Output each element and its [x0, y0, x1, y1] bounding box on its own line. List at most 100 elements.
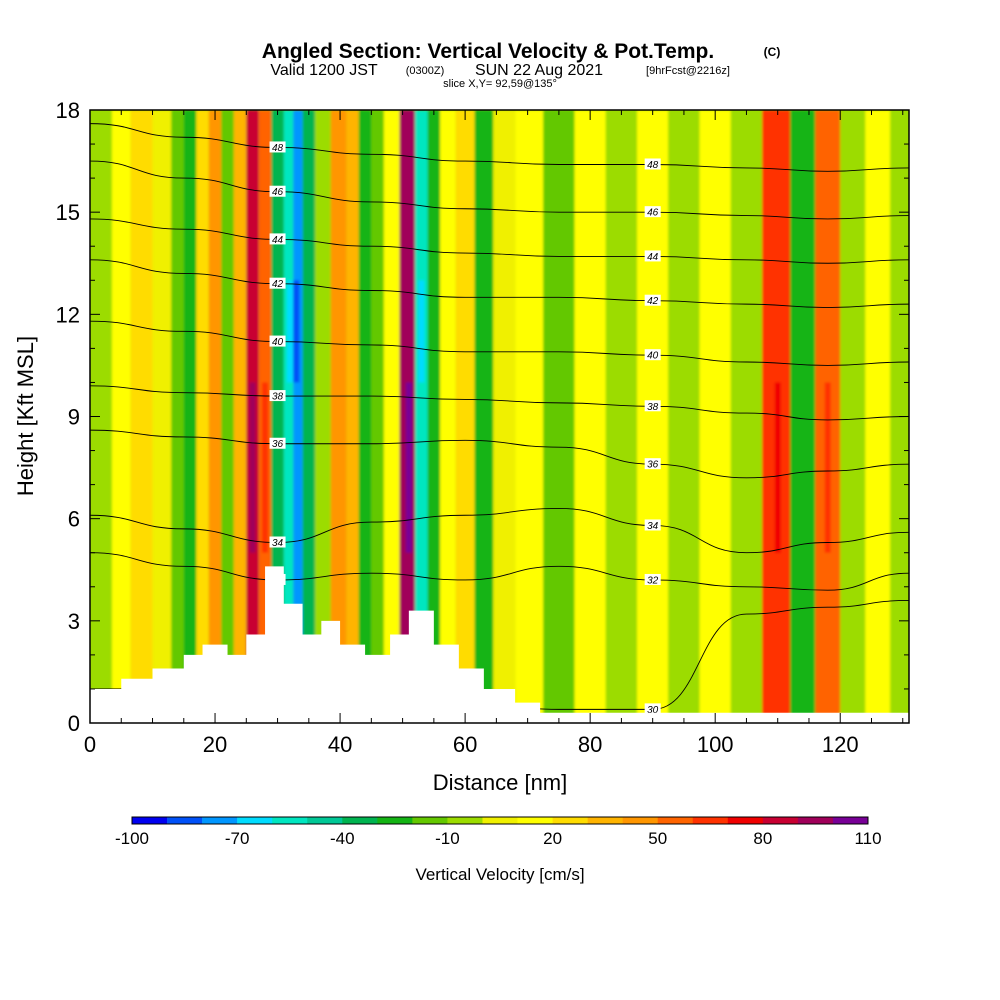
- contour-label-bg: [269, 185, 286, 197]
- velocity-band: [493, 110, 516, 723]
- colorbar-swatch: [517, 817, 553, 824]
- colorbar-swatch: [797, 817, 834, 824]
- contour-label: 38: [647, 402, 659, 413]
- x-tick-label: 0: [84, 732, 96, 757]
- theta-contour: [90, 507, 909, 554]
- velocity-band: [840, 110, 866, 723]
- y-tick-label: 0: [68, 711, 80, 736]
- contour-label-bg: [644, 400, 661, 412]
- velocity-band: [515, 110, 544, 723]
- velocity-band: [440, 110, 456, 723]
- theta-contour: [90, 552, 909, 591]
- colorbar-title: Vertical Velocity [cm/s]: [415, 865, 584, 884]
- contour-label-bg: [644, 349, 661, 361]
- velocity-band: [221, 110, 234, 723]
- valid-time: Valid 1200 JST: [270, 62, 378, 79]
- velocity-core: [287, 280, 294, 383]
- contour-label: 38: [272, 392, 284, 403]
- colorbar-tick-label: -10: [435, 829, 460, 848]
- y-tick-label: 9: [68, 405, 80, 430]
- valid-date: SUN 22 Aug 2021: [475, 62, 603, 79]
- colorbar-tick-label: -40: [330, 829, 355, 848]
- colorbar-swatch: [482, 817, 518, 824]
- velocity-band: [383, 110, 400, 723]
- colorbar-frame: [131, 816, 869, 825]
- colorbar-swatch: [762, 817, 799, 824]
- contour-label-bg: [644, 519, 661, 531]
- velocity-band: [637, 110, 669, 723]
- theta-contour: [90, 259, 909, 308]
- colorbar-swatch: [167, 817, 203, 824]
- x-tick-label: 120: [822, 732, 859, 757]
- velocity-band: [171, 110, 184, 723]
- x-tick-label: 80: [578, 732, 602, 757]
- velocity-band: [455, 110, 475, 723]
- contour-label-bg: [644, 703, 661, 715]
- contour-label: 34: [647, 521, 659, 532]
- colorbar: -100 -70 -40 -10 20 50 80 110: [115, 816, 882, 848]
- contour-label-bg: [269, 335, 286, 347]
- velocity-band: [415, 110, 428, 723]
- velocity-core: [774, 382, 781, 553]
- slice-info: slice X,Y= 92,59@135°: [443, 78, 557, 90]
- contour-label-bg: [269, 536, 286, 548]
- contour-label-bg: [644, 158, 661, 170]
- title-block: Angled Section: Vertical Velocity & Pot.…: [262, 40, 781, 90]
- velocity-band: [283, 110, 294, 723]
- theta-contour: [90, 320, 909, 366]
- contour-label-bg: [269, 390, 286, 402]
- velocity-band: [302, 110, 316, 723]
- velocity-band: [208, 110, 222, 723]
- theta-contour: [90, 385, 909, 421]
- velocity-band: [790, 110, 816, 723]
- chart-title: Angled Section: Vertical Velocity & Pot.…: [262, 40, 714, 63]
- contour-label-bg: [644, 458, 661, 470]
- y-tick-label: 12: [56, 302, 80, 327]
- theta-contour: [90, 218, 909, 264]
- x-tick-label: 60: [453, 732, 477, 757]
- theta-contour: [90, 123, 909, 172]
- velocity-core: [405, 382, 412, 553]
- contour-label: 34: [272, 538, 284, 549]
- velocity-band: [183, 110, 197, 723]
- colorbar-tick-label: -70: [225, 829, 250, 848]
- x-tick-label: 100: [697, 732, 734, 757]
- colorbar-swatch: [272, 817, 308, 824]
- colorbar-swatch: [377, 817, 413, 824]
- velocity-band: [90, 110, 112, 723]
- y-tick-label: 3: [68, 609, 80, 634]
- velocity-core: [418, 280, 425, 383]
- velocity-band: [152, 110, 172, 723]
- plot-area: 3030323234343636383840404242444446464848: [90, 110, 909, 723]
- theta-contour: [90, 429, 909, 479]
- colorbar-swatch: [622, 817, 659, 824]
- contour-label-bg: [269, 141, 286, 153]
- velocity-band: [346, 110, 359, 723]
- velocity-band: [730, 110, 763, 723]
- y-tick-label: 6: [68, 507, 80, 532]
- colorbar-swatch: [727, 817, 764, 824]
- contour-label-bg: [644, 573, 661, 585]
- velocity-band: [111, 110, 131, 723]
- velocity-core: [824, 382, 831, 553]
- velocity-band: [699, 110, 731, 723]
- colorbar-tick-label: 80: [753, 829, 772, 848]
- x-axis: 0 20 40 60 80 100 120: [84, 110, 904, 757]
- velocity-band: [427, 110, 441, 723]
- colorbar-swatch: [412, 817, 448, 824]
- contour-label-bg: [644, 206, 661, 218]
- colorbar-swatch: [132, 817, 168, 824]
- terrain-surface: [90, 566, 909, 723]
- contour-label: 40: [272, 337, 284, 348]
- colorbar-tick-label: 50: [648, 829, 667, 848]
- contour-label-bg: [644, 250, 661, 262]
- contour-label: 36: [647, 460, 659, 471]
- contour-label: 42: [272, 279, 284, 290]
- velocity-band: [574, 110, 606, 723]
- contour-label: 36: [272, 439, 284, 450]
- colorbar-swatch: [307, 817, 343, 824]
- colorbar-tick-label: 20: [543, 829, 562, 848]
- velocity-band: [865, 110, 891, 723]
